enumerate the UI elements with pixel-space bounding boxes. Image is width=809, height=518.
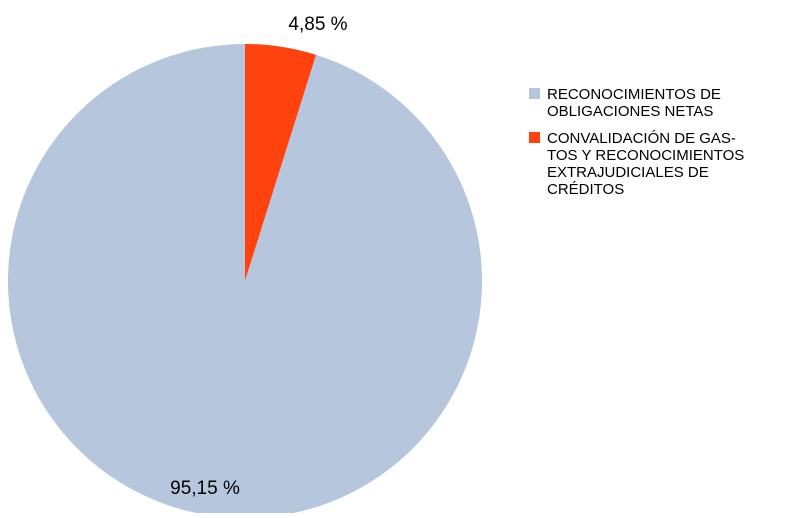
pie-slice-0 [245,44,317,281]
legend-swatch-0 [529,88,540,99]
legend-label-line: EXTRAJUDICIALES DE [547,164,709,181]
legend-label-line: CRÉDITOS [547,181,624,198]
data-label-1: 95,15 % [170,478,240,499]
pie-slice-1 [8,44,483,518]
legend-item-1: CONVALIDACIÓN DE GAS-TOS Y RECONOCIMIENT… [529,130,744,198]
data-label-0: 4,85 % [288,14,347,35]
legend: RECONOCIMIENTOS DE OBLIGACIONES NETAS CONV… [529,86,744,198]
legend-label-line: CONVALIDACIÓN DE GAS- [547,130,736,147]
pie-data-labels: 4,85 % 95,15 % [170,14,348,499]
legend-label-0: RECONOCIMIENTOS DE OBLIGACIONES NETAS [547,86,721,120]
legend-swatch-1 [529,132,540,143]
legend-label-1: CONVALIDACIÓN DE GAS-TOS Y RECONOCIMIENT… [547,130,744,198]
legend-label-line: TOS Y RECONOCIMIENTOS [547,147,744,164]
legend-label-line: RECONOCIMIENTOS DE [547,86,721,103]
legend-label-line: OBLIGACIONES NETAS [547,103,713,120]
pie-slices [8,44,483,518]
legend-item-0: RECONOCIMIENTOS DE OBLIGACIONES NETAS [529,86,721,120]
